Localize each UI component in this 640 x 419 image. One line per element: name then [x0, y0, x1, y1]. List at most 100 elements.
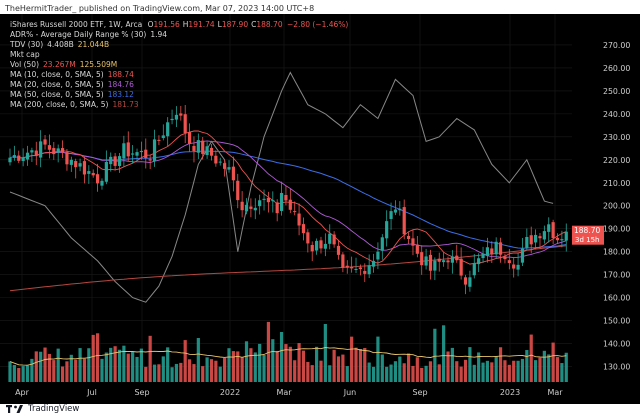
time-axis: Apr Jul Sep 2022 Mar Jun Sep 2023 Mar — [15, 388, 563, 397]
candle — [179, 105, 183, 121]
volume-bar — [34, 351, 38, 382]
candle — [56, 144, 60, 163]
volume-bar — [538, 357, 542, 382]
volume-bar — [262, 354, 266, 382]
volume-bar — [236, 351, 240, 382]
candle — [39, 130, 43, 168]
candle — [104, 150, 108, 185]
legend-row-label: Vol (50) — [10, 60, 40, 69]
volume-bar — [446, 351, 450, 382]
volume-bar — [152, 364, 157, 382]
candle — [244, 198, 249, 215]
candle — [520, 237, 525, 267]
volume-bar — [415, 357, 419, 382]
candle — [135, 148, 139, 161]
candle — [166, 117, 170, 147]
volume-bar — [389, 364, 393, 382]
candle — [371, 253, 376, 273]
candle — [512, 257, 516, 278]
volume-bar — [279, 332, 284, 382]
candle — [376, 242, 380, 270]
volume-bar — [494, 356, 498, 382]
legend-row-value: 188.74 — [107, 70, 134, 79]
volume-bar — [485, 360, 490, 382]
candle — [227, 160, 231, 173]
candle — [319, 236, 323, 254]
volume-bar — [244, 341, 249, 382]
volume-bar — [551, 342, 555, 382]
candle — [380, 234, 384, 260]
last-price-value: 188.70 — [574, 226, 600, 235]
volume-bar — [117, 349, 122, 382]
ma50-line — [9, 150, 567, 249]
candle — [17, 150, 21, 164]
legend-row-label: MA (200, close, 0, SMA, 5) — [10, 100, 109, 109]
volume-bar — [87, 348, 91, 382]
legend-ohlc-h: H191.74 — [182, 20, 215, 29]
candle — [144, 138, 148, 169]
grid — [0, 14, 572, 382]
candle — [126, 131, 130, 162]
volume-bar — [122, 345, 126, 382]
volume-bar — [437, 364, 441, 382]
candle — [288, 188, 292, 213]
volume-bar — [205, 357, 209, 382]
candle — [25, 145, 30, 166]
candle — [34, 141, 38, 166]
volume-bar — [490, 362, 494, 382]
volume-bar — [455, 361, 459, 382]
volume-bar — [30, 358, 34, 382]
volume-bar — [12, 364, 16, 382]
volume-bar — [157, 364, 161, 382]
candle — [262, 189, 266, 211]
candle — [8, 148, 12, 166]
legend-row-label: TDV (30) — [10, 40, 44, 49]
volume-bar — [332, 349, 336, 382]
volume-bar — [284, 344, 288, 382]
candle — [507, 249, 511, 270]
volume-bar — [82, 358, 87, 382]
volume-bar — [529, 334, 533, 382]
x-tick-label: Jul — [86, 388, 97, 397]
volume-bar — [350, 336, 354, 382]
legend-change: −2.80 (−1.46%) — [287, 20, 349, 29]
legend-row-label: MA (20, close, 0, SMA, 5) — [10, 80, 104, 89]
candle — [424, 248, 428, 270]
x-tick-label: Mar — [276, 388, 292, 397]
y-tick-label: 190.00 — [603, 225, 630, 234]
volume-bar — [363, 347, 367, 382]
volume-bar — [328, 365, 332, 382]
candle — [455, 244, 459, 263]
candle — [345, 260, 349, 274]
candle — [358, 264, 362, 276]
legend-row: Vol (50) 23.267M 125.509M — [10, 60, 348, 70]
candle — [385, 210, 389, 247]
legend-ohlc: O191.56 H191.74 L187.90 C188.70 — [145, 20, 283, 29]
volume-bar — [69, 354, 73, 382]
legend-row: ADR% - Average Daily Range % (30) 1.94 — [10, 30, 348, 40]
volume-bar — [25, 365, 30, 382]
candle — [542, 225, 546, 244]
volume-bar — [525, 350, 529, 382]
volume-bar — [393, 361, 398, 382]
volume-bar — [144, 366, 148, 382]
volume-bar — [512, 360, 516, 382]
volume-bar — [275, 350, 279, 382]
volume-ma-line — [9, 347, 567, 366]
price-chart[interactable]: 130.00 140.00 150.00 160.00 170.00 180.00 190.… — [0, 14, 640, 404]
volume-bar — [227, 348, 231, 382]
candle — [174, 106, 179, 128]
volume-bar — [223, 357, 227, 382]
volume-bar — [266, 321, 271, 382]
candle — [472, 254, 476, 279]
candle — [463, 274, 468, 295]
volume-bar — [380, 354, 384, 382]
candle — [74, 158, 78, 179]
candle — [196, 133, 200, 160]
candle — [113, 152, 117, 171]
candle — [468, 270, 472, 292]
candle — [205, 141, 209, 159]
candle — [534, 229, 538, 250]
candle — [161, 124, 165, 141]
candle — [341, 252, 345, 273]
